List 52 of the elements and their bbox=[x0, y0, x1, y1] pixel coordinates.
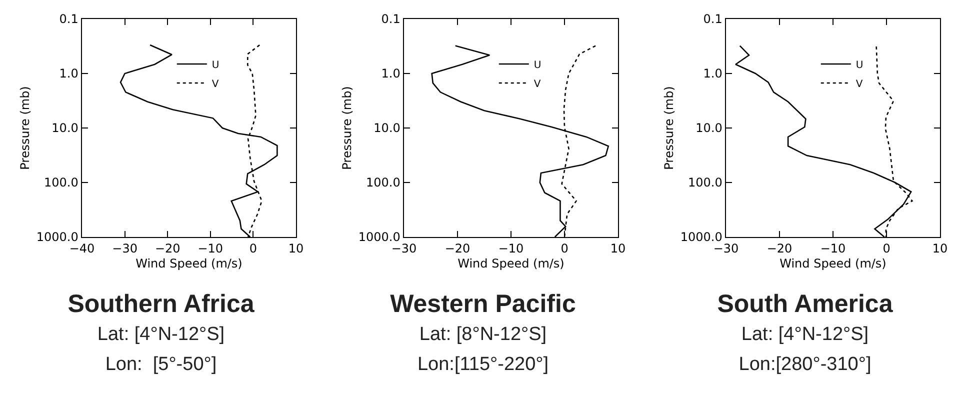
x-tick-label: 10 bbox=[932, 242, 948, 256]
y-tick-label: 0.1 bbox=[703, 12, 722, 26]
y-tick-label: 0.1 bbox=[59, 12, 78, 26]
x-tick-label: −10 bbox=[498, 242, 524, 256]
legend-label: U bbox=[212, 60, 220, 71]
legend-label: U bbox=[856, 60, 864, 71]
x-axis-title: Wind Speed (m/s) bbox=[136, 256, 242, 270]
y-tick-label: 0.1 bbox=[381, 12, 400, 26]
y-tick-label: 100.0 bbox=[366, 176, 400, 190]
x-tick-label: −40 bbox=[69, 242, 95, 256]
text: Southern Africa bbox=[66, 289, 256, 320]
x-tick-label: −10 bbox=[198, 242, 224, 256]
y-tick-label: 100.0 bbox=[688, 176, 722, 190]
x-tick-label: 0 bbox=[560, 242, 568, 256]
y-tick-label: 1.0 bbox=[381, 66, 400, 81]
y-tick-label: 1.0 bbox=[59, 66, 78, 81]
legend-label: U bbox=[534, 60, 542, 71]
y-axis-title: Pressure (mb) bbox=[662, 86, 676, 170]
x-tick-label: 0 bbox=[249, 242, 258, 256]
y-tick-label: 1000.0 bbox=[36, 230, 78, 244]
x-tick-label: −30 bbox=[391, 242, 417, 256]
legend-label: V bbox=[856, 78, 863, 90]
text: Lat: [4°N-12°S] bbox=[740, 323, 870, 347]
x-tick-label: 0 bbox=[882, 242, 890, 256]
y-axis-title: Pressure (mb) bbox=[18, 86, 32, 170]
y-tick-label: 1000.0 bbox=[680, 230, 722, 244]
x-tick-label: −30 bbox=[713, 242, 739, 256]
x-tick-label: 10 bbox=[288, 242, 304, 256]
y-tick-label: 1.0 bbox=[703, 66, 722, 81]
x-axis-title: Wind Speed (m/s) bbox=[780, 256, 886, 270]
text: Lat: [4°N-12°S] bbox=[96, 323, 226, 347]
text: Western Pacific bbox=[389, 289, 577, 320]
y-tick-label: 100.0 bbox=[44, 176, 78, 190]
x-tick-label: −20 bbox=[766, 242, 792, 256]
text: Lat: [8°N-12°S] bbox=[418, 323, 548, 347]
legend-label: V bbox=[212, 78, 219, 90]
y-tick-label: 1000.0 bbox=[358, 230, 400, 244]
x-tick-label: −20 bbox=[444, 242, 470, 256]
text: Lon: [5°-50°] bbox=[104, 353, 218, 377]
y-tick-label: 10.0 bbox=[696, 121, 722, 136]
text: Lon:[280°-310°] bbox=[738, 353, 872, 377]
legend-label: V bbox=[534, 78, 541, 90]
text: Lon:[115°-220°] bbox=[416, 353, 550, 377]
x-tick-label: −30 bbox=[112, 242, 138, 256]
x-axis-title: Wind Speed (m/s) bbox=[458, 256, 564, 270]
x-tick-label: 10 bbox=[610, 242, 626, 256]
y-tick-label: 10.0 bbox=[374, 121, 400, 136]
x-tick-label: −10 bbox=[820, 242, 846, 256]
text: South America bbox=[716, 289, 894, 320]
y-tick-label: 10.0 bbox=[52, 121, 78, 136]
x-tick-label: −20 bbox=[154, 242, 180, 256]
y-axis-title: Pressure (mb) bbox=[340, 86, 354, 170]
